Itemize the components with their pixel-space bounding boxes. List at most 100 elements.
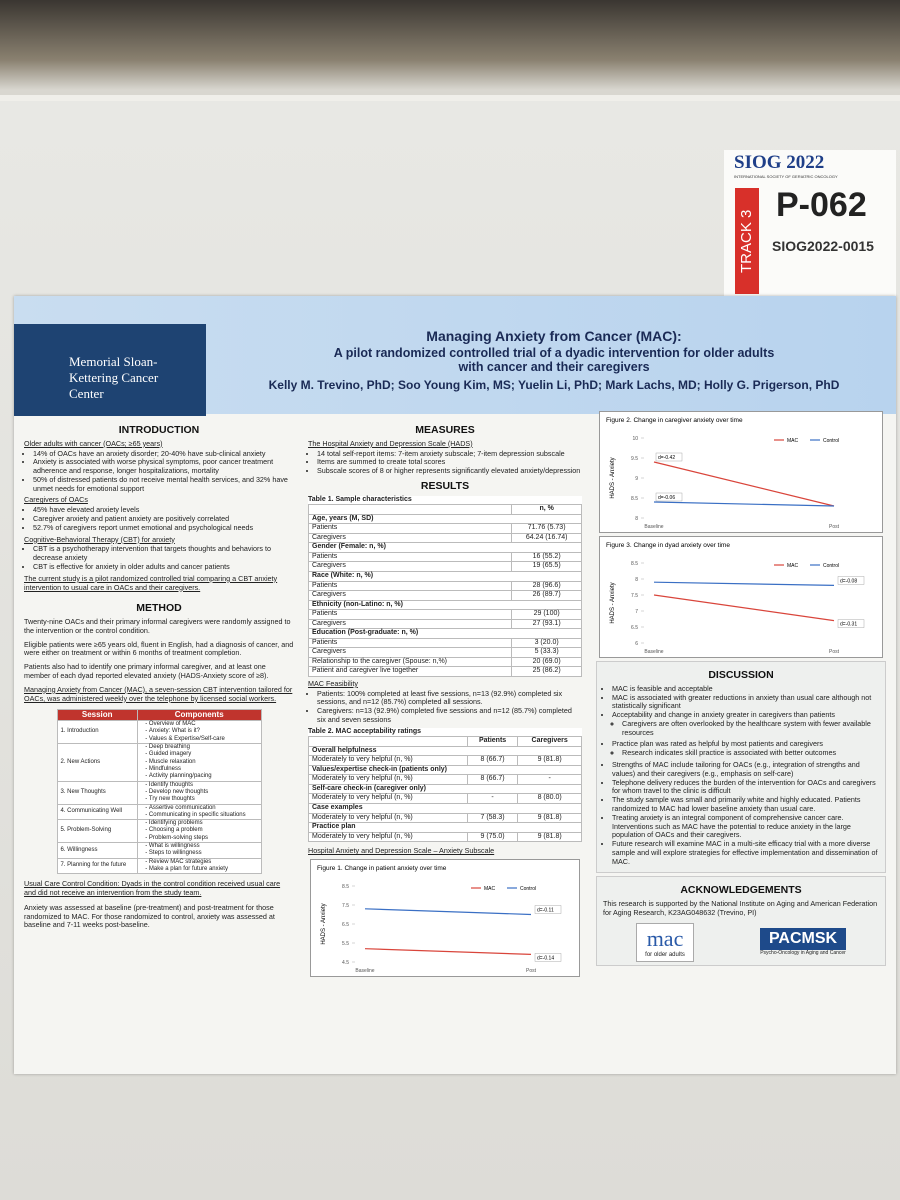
bullet-list: Patients: 100% completed at least five s… (308, 689, 582, 725)
block-title: Older adults with cancer (OACs; ≥65 year… (24, 438, 163, 448)
row: Caregivers 26 (89.7) (307, 590, 582, 601)
mac-logo: mac for older adults (636, 922, 694, 963)
column-header: Patients (466, 736, 519, 747)
y-tick-label: 8.5 (631, 496, 638, 502)
row-label: Moderately to very helpful (n, %) (308, 831, 468, 843)
y-tick-label: 9 (635, 476, 638, 482)
heading: ACKNOWLEDGEMENTS (680, 884, 802, 897)
component: Guided imagery (149, 751, 258, 758)
authors: Kelly M. Trevino, PhD; Soo Young Kim, MS… (268, 378, 840, 392)
cell: 20 (69.0) (511, 656, 582, 668)
row-label: Moderately to very helpful (n, %) (308, 774, 468, 785)
row: Moderately to very helpful (n, %) 8 (66.7… (308, 755, 582, 766)
component: Anxiety: What is it? (149, 728, 258, 735)
row: Patients 71.76 (5.73) (307, 523, 582, 534)
cell: 8 (66.7) (466, 774, 519, 785)
component: Develop new thoughts (149, 789, 258, 796)
row: Ethnicity (non-Latino: n, %) (308, 599, 582, 611)
paragraph: Twenty-nine OACs and their primary infor… (24, 617, 291, 635)
cell: 9 (75.0) (466, 831, 519, 843)
y-tick-label: 8 (635, 577, 638, 583)
bullet-text: MAC is feasible and acceptable (612, 683, 713, 693)
header-row: n, % (307, 504, 582, 515)
effect-label: d=-0.31 (840, 622, 857, 628)
components: What is willingnessSteps to willingness (136, 842, 262, 859)
row: Patients 29 (100) (307, 609, 582, 620)
bullet: The study sample was small and primarily… (612, 795, 879, 814)
bullet: Caregiver anxiety and patient anxiety ar… (33, 514, 294, 524)
poster-id: P-062 (776, 186, 867, 224)
logos: mac for older adults PACMSK Psycho-Oncology… (603, 922, 879, 963)
bullet: Patients: 100% completed at least five s… (317, 689, 582, 708)
x-tick-label: Post (526, 968, 537, 974)
bullet: 14 total self-report items: 7-item anxie… (317, 449, 582, 459)
y-tick-label: 10 (632, 436, 638, 442)
row: Patients 3 (20.0) (307, 637, 582, 649)
bullet-text: MAC is associated with greater reduction… (612, 692, 872, 711)
row: Age, years (M, SD) (308, 513, 582, 525)
cell: 9 (81.8) (517, 755, 582, 766)
y-tick-label: 6.5 (342, 922, 349, 928)
x-tick-label: Post (829, 524, 840, 530)
row: 3. New ThoughtsIdentify thoughtsDevelop … (56, 780, 262, 805)
bullet: Future research will examine MAC in a mu… (612, 839, 879, 866)
figure: Figure 2. Change in caregiver anxiety ov… (599, 411, 883, 533)
component-list: Deep breathingGuided imageryMuscle relax… (141, 744, 258, 781)
row: Patients 28 (96.6) (307, 580, 582, 592)
row: 7. Planning for the futureReview MAC str… (56, 857, 262, 875)
paragraph: Patients also had to identify one primar… (24, 662, 269, 680)
bullet: 14% of OACs have an anxiety disorder; 20… (33, 449, 294, 459)
cell: 7 (58.3) (466, 812, 519, 824)
cell: - (517, 774, 582, 785)
row: Relationship to the caregiver (Spouse: n… (307, 656, 582, 668)
group-label: Case examples (308, 802, 582, 814)
session: 2. New Actions (56, 743, 138, 782)
components: Identifying problemsChoosing a problemPr… (136, 819, 262, 844)
bullet: 50% of distressed patients do not receiv… (33, 475, 294, 494)
row: Moderately to very helpful (n, %) 9 (75.0… (308, 831, 582, 843)
group-label: Gender (Female: n, %) (308, 542, 582, 553)
effect-label: d=-0.08 (840, 578, 857, 584)
bullet-list: 14% of OACs have an anxiety disorder; 20… (24, 449, 294, 494)
cell: - (466, 793, 519, 804)
row: Moderately to very helpful (n, %) 7 (58.3… (308, 812, 582, 824)
x-tick-label: Baseline (644, 524, 663, 530)
bullet: Acceptability and change in anxiety grea… (612, 710, 879, 737)
y-tick-label: 8 (635, 516, 638, 522)
row: 2. New ActionsDeep breathingGuided image… (56, 743, 262, 782)
row-label: Moderately to very helpful (n, %) (308, 812, 468, 824)
component: Values & Expertise/Self-care (149, 736, 258, 743)
y-tick-label: 6.5 (631, 625, 638, 631)
component: Identifying problems (149, 820, 258, 827)
legend-label: Control (520, 886, 536, 892)
components: Review MAC strategiesMake a plan for fut… (136, 857, 262, 875)
component: Muscle relaxation (149, 759, 258, 766)
middle-column: MEASURES The Hospital Anxiety and Depress… (302, 416, 588, 1068)
x-tick-label: Baseline (644, 649, 663, 655)
component: Make a plan for future anxiety (149, 866, 258, 873)
measures-title: The Hospital Anxiety and Depression Scal… (308, 438, 473, 448)
bullet: MAC is feasible and acceptable (612, 683, 879, 694)
figure-title: Figure 2. Change in caregiver anxiety ov… (606, 417, 743, 424)
bullet: MAC is associated with greater reduction… (612, 692, 879, 712)
cell: 25 (86.2) (511, 666, 582, 677)
row: Gender (Female: n, %) (308, 542, 582, 553)
cell: 29 (100) (511, 609, 582, 620)
column-header: n, % (511, 504, 582, 515)
series-line (364, 908, 532, 915)
header: Memorial Sloan-Kettering Cancer Center M… (14, 296, 896, 416)
series-line (653, 594, 835, 622)
component-list: Overview of MACAnxiety: What is it?Value… (141, 721, 258, 743)
heading: RESULTS (420, 479, 470, 492)
row: Education (Post-graduate: n, %) (308, 628, 582, 639)
statement: The current study is a pilot randomized … (24, 573, 278, 592)
group-label: Values/expertise check-in (patients only… (308, 764, 582, 776)
pacmsk-logo-caption: Psycho-Oncology in Aging and Cancer (760, 950, 846, 957)
component-list: Identifying problemsChoosing a problemPr… (141, 820, 258, 842)
left-column: INTRODUCTION Older adults with cancer (OA… (18, 416, 300, 1068)
row-label: Patients (307, 637, 513, 649)
row-label: Patients (307, 551, 513, 563)
group-label: Education (Post-graduate: n, %) (308, 628, 582, 639)
table: Table 1. Sample characteristics n, % Age, … (307, 495, 582, 677)
header-row: Patients Caregivers (308, 736, 582, 747)
